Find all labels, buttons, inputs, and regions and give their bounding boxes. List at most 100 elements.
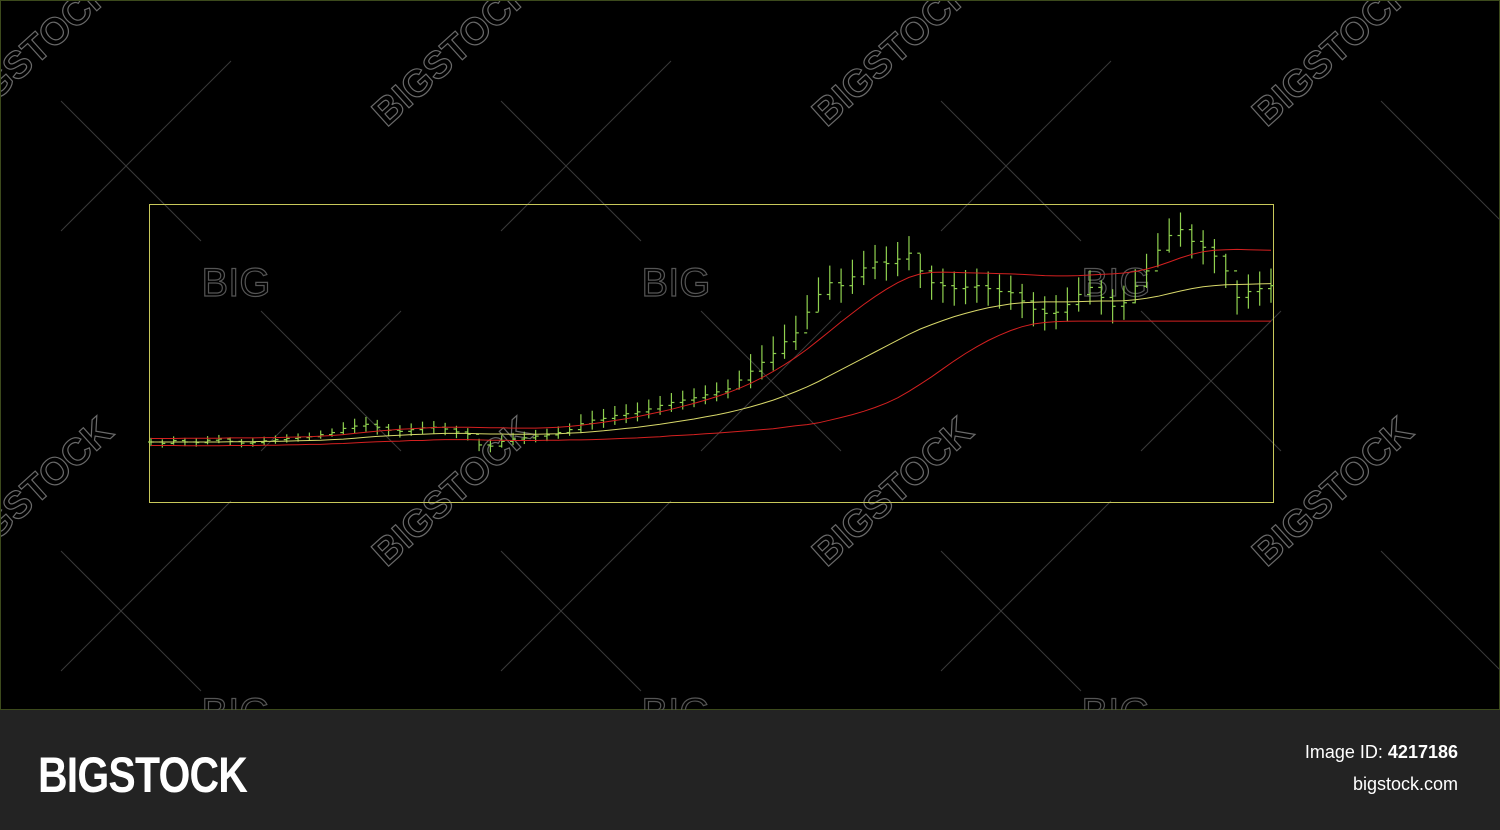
image-id-value: 4217186 [1387, 742, 1458, 762]
watermark-line [940, 100, 1082, 242]
chart-canvas: BIGSTOCK BIGSTOCK BIGSTOCK BIGSTOCK BIGSTOCK… [0, 0, 1500, 711]
price-bar [668, 393, 675, 412]
price-bar [917, 252, 924, 289]
price-bar [317, 430, 324, 439]
price-bar [691, 388, 698, 408]
price-bar [272, 435, 279, 444]
price-bar [543, 428, 550, 442]
price-bar [600, 408, 607, 428]
price-bar [1222, 253, 1229, 289]
price-bar [826, 265, 833, 300]
price-bar [204, 436, 211, 445]
price-bar [611, 406, 618, 425]
price-bar [996, 274, 1003, 309]
price-bar [1268, 268, 1274, 303]
price-bar [476, 433, 483, 452]
price-bar [1098, 280, 1105, 315]
price-bar [951, 271, 958, 306]
watermark-line [940, 550, 1082, 692]
price-bar [510, 432, 517, 446]
image-id-caption: Image ID: [1304, 742, 1383, 762]
watermark-line [940, 60, 1112, 232]
price-bar [1234, 270, 1241, 315]
price-bar [758, 345, 765, 380]
price-bar [159, 439, 166, 448]
price-bar [815, 277, 822, 313]
price-bar [238, 439, 245, 448]
price-bar [566, 423, 573, 436]
watermark-small-text: BIG [1082, 691, 1151, 711]
watermark-small-text: BIG [642, 691, 711, 711]
watermark-line [1380, 550, 1500, 671]
price-bar [1211, 239, 1218, 274]
watermark-small-text: BIG [1082, 261, 1151, 305]
price-bar [623, 404, 630, 424]
price-bar [973, 268, 980, 303]
price-bar [1200, 230, 1207, 265]
price-bar [1086, 270, 1093, 305]
price-bar [962, 270, 969, 305]
watermark-line [60, 550, 202, 692]
price-bar [838, 268, 845, 303]
price-bar [1120, 285, 1127, 320]
price-bar [1053, 295, 1060, 330]
watermark-line [60, 60, 232, 232]
price-bar [860, 250, 867, 286]
watermark-small-text: BIG [202, 691, 271, 711]
watermark-line [1140, 310, 1282, 452]
watermark-line [500, 100, 642, 242]
price-bar [555, 426, 562, 439]
watermark-line [1380, 100, 1500, 221]
middle-average-line [151, 283, 1272, 443]
price-bar [883, 246, 890, 281]
price-bar [781, 324, 788, 359]
price-bar [804, 295, 811, 334]
price-bar [905, 236, 912, 271]
price-bar [408, 423, 415, 436]
plot-frame [149, 204, 1274, 503]
price-bar [351, 418, 358, 434]
price-bar [770, 336, 777, 371]
price-bar [464, 428, 471, 441]
site-link[interactable]: bigstock.com [1352, 774, 1458, 794]
price-bar [362, 416, 369, 432]
watermark-line [500, 500, 672, 672]
price-bar [849, 259, 856, 294]
price-bar [1188, 224, 1195, 259]
watermark-line [60, 100, 202, 242]
price-bar [894, 241, 901, 277]
price-bar [453, 425, 460, 439]
band-lines [151, 248, 1272, 447]
price-bar [1075, 277, 1082, 312]
price-bar [645, 399, 652, 419]
price-bar [1064, 287, 1071, 322]
price-bar [374, 419, 381, 435]
price-bar [1143, 253, 1150, 289]
upper-band-line [151, 248, 1272, 439]
price-bar [1109, 289, 1116, 324]
price-bar [170, 436, 177, 445]
price-bar [1019, 283, 1026, 319]
price-bar [792, 315, 799, 350]
price-bar [589, 410, 596, 430]
price-bar [498, 435, 505, 448]
watermark-small-text: BIG [202, 261, 271, 305]
watermark-line [940, 500, 1112, 672]
price-bar [1154, 233, 1161, 272]
price-bar [1177, 212, 1184, 247]
price-bar [1256, 271, 1263, 306]
price-bar [736, 370, 743, 390]
lower-band-line [151, 320, 1271, 447]
price-bar [577, 414, 584, 434]
watermark-line [500, 550, 642, 692]
price-bar [1132, 269, 1139, 304]
price-bar [702, 385, 709, 405]
price-bar [1166, 218, 1173, 253]
price-bar [1245, 274, 1252, 309]
image-id-label: Image ID: 4217186 [1305, 742, 1458, 764]
price-bar [713, 382, 720, 402]
watermark-line [700, 310, 842, 452]
brand-logo[interactable]: BIGSTOCK [38, 747, 248, 803]
watermark-layer: BIGSTOCK BIGSTOCK BIGSTOCK BIGSTOCKBIGSTOCK… [1, 1, 1500, 711]
price-bar [724, 379, 731, 399]
